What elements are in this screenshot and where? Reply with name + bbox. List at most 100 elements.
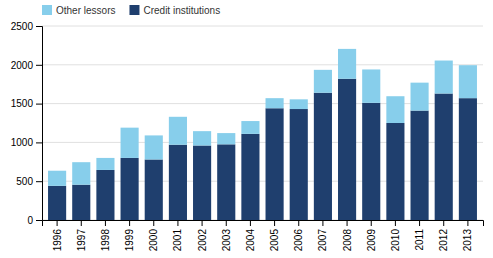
tick-mark <box>347 220 348 226</box>
bar <box>241 134 259 220</box>
legend-item: Other lessors <box>42 5 115 16</box>
tick: 2500 <box>11 21 42 32</box>
tick-mark <box>177 220 178 226</box>
y-axis: 05001000150020002500 <box>11 21 43 226</box>
bar <box>338 79 356 220</box>
bar <box>121 158 139 220</box>
bar <box>362 69 380 102</box>
tick: 2006 <box>293 220 304 251</box>
tick: 2004 <box>245 220 256 251</box>
tick-label: 2009 <box>366 229 377 252</box>
tick: 2007 <box>317 220 328 251</box>
bar <box>338 49 356 79</box>
tick-label: 2004 <box>245 229 256 252</box>
tick-mark <box>36 220 42 221</box>
legend-item: Credit institutions <box>129 5 220 16</box>
tick-label: 2007 <box>317 229 328 252</box>
tick-label: 2002 <box>197 229 208 252</box>
tick-mark <box>57 220 58 226</box>
tick-mark <box>129 220 130 226</box>
bar <box>411 83 429 111</box>
tick-label: 1996 <box>52 229 63 252</box>
tick-mark <box>322 220 323 226</box>
tick-mark <box>371 220 372 226</box>
tick: 2005 <box>269 220 280 251</box>
bar <box>266 98 284 108</box>
tick-label: 2003 <box>221 229 232 252</box>
legend-label: Credit institutions <box>143 5 220 16</box>
bar <box>48 171 66 186</box>
tick-label: 1999 <box>124 229 135 252</box>
bar <box>386 123 404 220</box>
tick: 2003 <box>221 220 232 251</box>
tick-mark <box>202 220 203 226</box>
tick-label: 1500 <box>11 98 34 109</box>
plot-area <box>48 49 477 220</box>
tick-label: 2006 <box>293 229 304 252</box>
tick-mark <box>250 220 251 226</box>
axis-line <box>36 27 43 221</box>
tick-label: 2011 <box>414 229 425 251</box>
tick-mark <box>36 104 42 105</box>
tick-label: 1998 <box>100 229 111 252</box>
tick: 2008 <box>342 220 353 251</box>
tick: 2009 <box>366 220 377 251</box>
bar <box>386 96 404 123</box>
tick: 2012 <box>438 220 449 251</box>
tick-mark <box>36 142 42 143</box>
tick-label: 1997 <box>76 229 87 252</box>
bar <box>314 93 332 220</box>
bar <box>72 162 90 185</box>
series <box>48 79 477 220</box>
bar <box>266 108 284 220</box>
tick-label: 2500 <box>11 21 34 32</box>
tick: 1999 <box>124 220 135 251</box>
bar <box>314 70 332 93</box>
tick-mark <box>36 181 42 182</box>
tick: 2000 <box>148 220 159 251</box>
tick-mark <box>395 220 396 226</box>
tick-label: 500 <box>16 176 33 187</box>
tick: 1997 <box>76 220 87 251</box>
tick-mark <box>443 220 444 226</box>
tick-mark <box>467 220 468 226</box>
tick: 0 <box>27 215 42 226</box>
tick: 2013 <box>462 220 473 251</box>
bar <box>96 158 114 170</box>
tick-mark <box>298 220 299 226</box>
tick-label: 2000 <box>148 229 159 252</box>
tick-label: 2012 <box>438 229 449 252</box>
tick: 1998 <box>100 220 111 251</box>
tick-mark <box>274 220 275 226</box>
tick: 2010 <box>390 220 401 251</box>
bar <box>459 98 477 220</box>
tick: 500 <box>16 176 42 187</box>
legend-swatch <box>42 5 52 15</box>
bar <box>169 117 187 145</box>
bar <box>145 159 163 220</box>
tick-label: 2010 <box>390 229 401 252</box>
tick: 2002 <box>197 220 208 251</box>
tick-mark <box>226 220 227 226</box>
tick-label: 2005 <box>269 229 280 252</box>
tick-mark <box>81 220 82 226</box>
bar <box>290 109 308 220</box>
tick-mark <box>36 65 42 66</box>
series <box>48 49 477 186</box>
tick-label: 2000 <box>11 60 34 71</box>
bar <box>145 135 163 159</box>
tick: 2001 <box>172 220 183 251</box>
chart: 0500100015002000250019961997199819992000… <box>0 0 493 258</box>
bar <box>48 186 66 220</box>
tick-mark <box>419 220 420 226</box>
legend-label: Other lessors <box>56 5 115 16</box>
tick-label: 2008 <box>342 229 353 252</box>
tick-label: 0 <box>27 215 33 226</box>
bar <box>169 145 187 220</box>
tick: 1996 <box>52 220 63 251</box>
tick-mark <box>153 220 154 226</box>
tick-mark <box>105 220 106 226</box>
bar <box>72 185 90 220</box>
axis-line <box>43 221 484 227</box>
legend-swatch <box>129 5 139 15</box>
